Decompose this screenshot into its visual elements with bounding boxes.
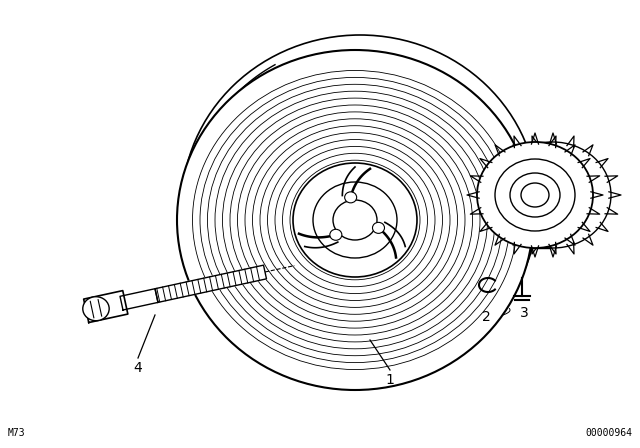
Polygon shape: [84, 291, 128, 323]
Ellipse shape: [313, 182, 397, 258]
Text: 2: 2: [482, 310, 490, 324]
Ellipse shape: [293, 163, 417, 277]
Text: 4: 4: [134, 361, 142, 375]
Ellipse shape: [333, 200, 377, 240]
Ellipse shape: [495, 142, 611, 248]
Ellipse shape: [510, 173, 560, 217]
Polygon shape: [155, 265, 266, 302]
Ellipse shape: [182, 35, 538, 375]
Text: M73: M73: [8, 428, 26, 438]
Ellipse shape: [372, 222, 385, 233]
Text: 3: 3: [520, 306, 529, 320]
Polygon shape: [120, 289, 158, 310]
Text: 00000964: 00000964: [585, 428, 632, 438]
Ellipse shape: [345, 192, 356, 203]
Ellipse shape: [477, 142, 593, 248]
Text: 1: 1: [385, 373, 394, 387]
Ellipse shape: [330, 229, 342, 240]
Ellipse shape: [495, 159, 575, 231]
Ellipse shape: [521, 183, 549, 207]
Ellipse shape: [83, 297, 109, 321]
Ellipse shape: [177, 50, 533, 390]
